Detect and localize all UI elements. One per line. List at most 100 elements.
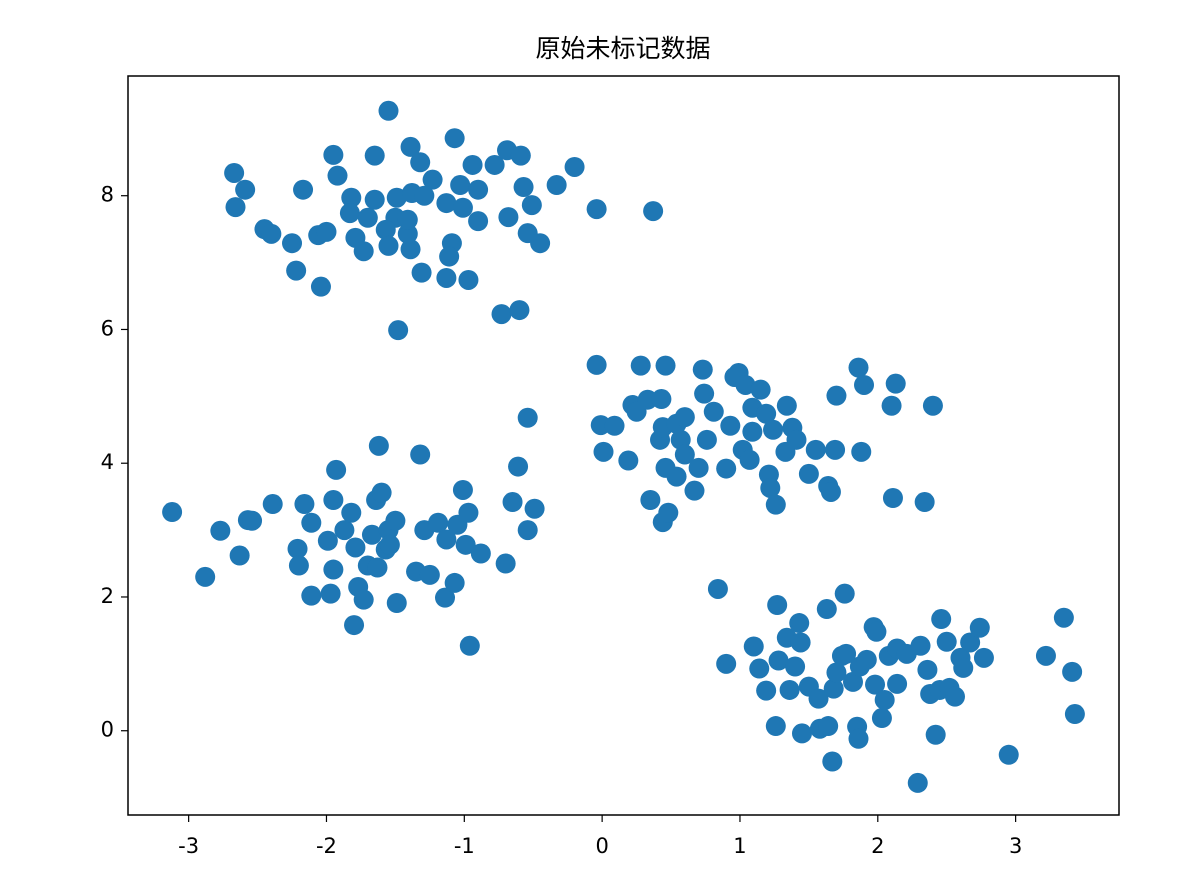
point bbox=[674, 444, 695, 465]
point bbox=[658, 502, 679, 523]
point bbox=[261, 223, 282, 244]
point bbox=[914, 492, 935, 513]
point bbox=[720, 415, 741, 436]
point bbox=[495, 553, 516, 574]
point bbox=[826, 385, 847, 406]
point bbox=[694, 383, 715, 404]
point bbox=[640, 490, 661, 511]
x-tick-label: 0 bbox=[595, 834, 608, 858]
point bbox=[874, 689, 895, 710]
point bbox=[323, 559, 344, 580]
point bbox=[521, 195, 542, 216]
point bbox=[470, 543, 491, 564]
point bbox=[586, 354, 607, 375]
point bbox=[378, 235, 399, 256]
point bbox=[825, 439, 846, 460]
point bbox=[323, 490, 344, 511]
point bbox=[452, 197, 473, 218]
point bbox=[805, 439, 826, 460]
point bbox=[294, 494, 315, 515]
point bbox=[776, 395, 797, 416]
point bbox=[651, 389, 672, 410]
point bbox=[229, 545, 250, 566]
point bbox=[866, 621, 887, 642]
point bbox=[439, 246, 460, 267]
point bbox=[524, 498, 545, 519]
point bbox=[400, 239, 421, 260]
point bbox=[310, 276, 331, 297]
point bbox=[326, 459, 347, 480]
point bbox=[286, 260, 307, 281]
chart-title: 原始未标记数据 bbox=[535, 34, 710, 63]
point bbox=[510, 145, 531, 166]
point bbox=[345, 537, 366, 558]
point bbox=[364, 189, 385, 210]
point bbox=[871, 708, 892, 729]
point bbox=[468, 179, 489, 200]
point bbox=[756, 403, 777, 424]
point bbox=[513, 177, 534, 198]
point bbox=[162, 502, 183, 523]
point bbox=[317, 530, 338, 551]
point bbox=[444, 572, 465, 593]
point bbox=[428, 512, 449, 533]
x-tick-label: -1 bbox=[454, 834, 475, 858]
point bbox=[242, 510, 263, 531]
point bbox=[885, 373, 906, 394]
point bbox=[530, 233, 551, 254]
point bbox=[760, 477, 781, 498]
point bbox=[735, 374, 756, 395]
point bbox=[818, 716, 839, 737]
x-tick-label: 2 bbox=[871, 834, 884, 858]
point bbox=[785, 656, 806, 677]
point bbox=[517, 407, 538, 428]
point bbox=[703, 401, 724, 422]
point bbox=[765, 494, 786, 515]
point bbox=[419, 564, 440, 585]
point bbox=[458, 502, 479, 523]
point bbox=[388, 320, 409, 341]
point bbox=[357, 207, 378, 228]
point bbox=[452, 479, 473, 500]
y-tick-label: 0 bbox=[101, 718, 114, 742]
point bbox=[422, 169, 443, 190]
point bbox=[630, 355, 651, 376]
point bbox=[842, 671, 863, 692]
point bbox=[743, 636, 764, 657]
point bbox=[969, 617, 990, 638]
point bbox=[411, 262, 432, 283]
point bbox=[739, 449, 760, 470]
point bbox=[301, 512, 322, 533]
point bbox=[767, 595, 788, 616]
point bbox=[361, 524, 382, 545]
point bbox=[790, 632, 811, 653]
point bbox=[323, 144, 344, 165]
point bbox=[707, 578, 728, 599]
point bbox=[931, 609, 952, 630]
y-tick-label: 4 bbox=[101, 450, 114, 474]
point bbox=[618, 450, 639, 471]
point bbox=[881, 395, 902, 416]
point bbox=[287, 538, 308, 559]
point bbox=[491, 304, 512, 325]
point bbox=[509, 300, 530, 321]
point bbox=[816, 599, 837, 620]
point bbox=[768, 650, 789, 671]
point bbox=[386, 187, 407, 208]
point bbox=[436, 529, 457, 550]
point bbox=[822, 751, 843, 772]
point bbox=[936, 631, 957, 652]
point bbox=[334, 520, 355, 541]
point bbox=[225, 197, 246, 218]
point bbox=[508, 456, 529, 477]
point bbox=[378, 100, 399, 121]
point bbox=[375, 219, 396, 240]
point bbox=[688, 457, 709, 478]
point bbox=[586, 199, 607, 220]
point bbox=[410, 444, 431, 465]
point bbox=[593, 441, 614, 462]
point bbox=[224, 162, 245, 183]
point bbox=[910, 635, 931, 656]
y-tick-label: 6 bbox=[101, 316, 114, 340]
